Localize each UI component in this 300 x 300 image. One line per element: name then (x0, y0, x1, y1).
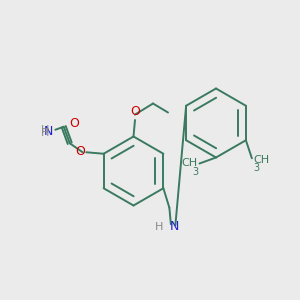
Text: O: O (75, 145, 85, 158)
Text: N: N (44, 125, 53, 138)
Text: N: N (169, 220, 179, 233)
Text: O: O (70, 117, 80, 130)
Text: O: O (131, 105, 140, 118)
Text: H: H (41, 125, 49, 135)
Text: CH: CH (182, 158, 198, 169)
Text: 3: 3 (192, 167, 198, 177)
Text: CH: CH (254, 155, 269, 165)
Text: H: H (41, 128, 49, 138)
Text: 3: 3 (254, 163, 260, 173)
Text: H: H (155, 222, 164, 232)
